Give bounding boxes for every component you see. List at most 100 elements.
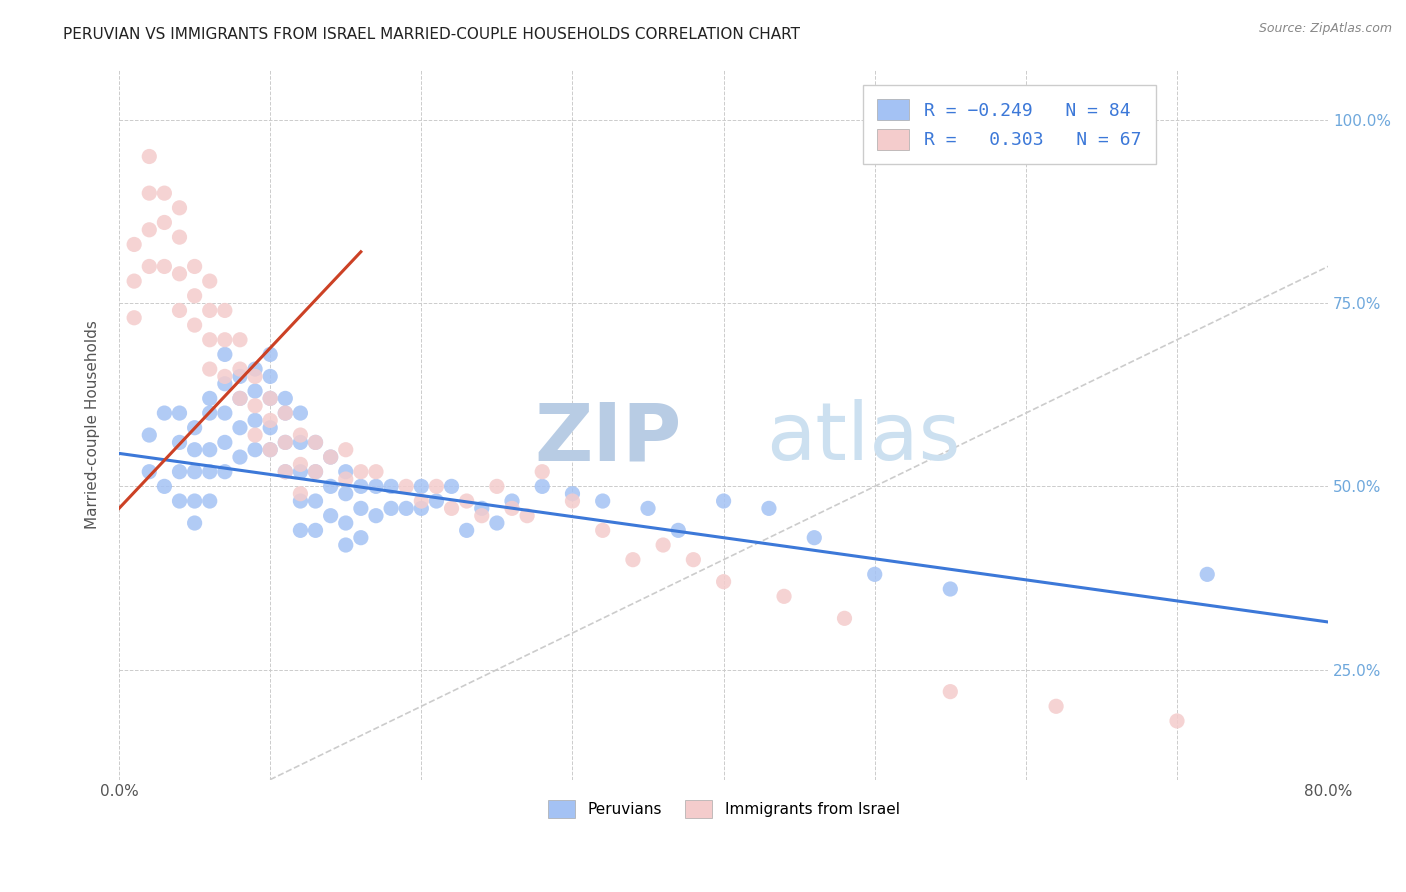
Point — [939, 582, 962, 596]
Point — [214, 376, 236, 391]
Point — [229, 392, 252, 406]
Point — [411, 479, 433, 493]
Point — [304, 435, 326, 450]
Point — [183, 442, 205, 457]
Point — [183, 318, 205, 332]
Point — [169, 406, 191, 420]
Point — [259, 392, 281, 406]
Point — [380, 501, 402, 516]
Point — [666, 524, 689, 538]
Point — [456, 494, 478, 508]
Point — [169, 303, 191, 318]
Point — [198, 362, 221, 376]
Point — [304, 465, 326, 479]
Point — [1045, 699, 1067, 714]
Point — [531, 479, 554, 493]
Point — [304, 494, 326, 508]
Point — [652, 538, 675, 552]
Point — [259, 369, 281, 384]
Point — [198, 333, 221, 347]
Point — [274, 465, 297, 479]
Point — [561, 494, 583, 508]
Point — [350, 479, 373, 493]
Point — [198, 406, 221, 420]
Point — [214, 303, 236, 318]
Point — [592, 494, 614, 508]
Point — [274, 406, 297, 420]
Point — [214, 406, 236, 420]
Point — [214, 465, 236, 479]
Point — [335, 538, 357, 552]
Point — [350, 465, 373, 479]
Point — [153, 406, 176, 420]
Point — [290, 428, 312, 442]
Point — [501, 494, 523, 508]
Point — [773, 590, 796, 604]
Point — [198, 303, 221, 318]
Point — [516, 508, 538, 523]
Point — [169, 494, 191, 508]
Point — [183, 260, 205, 274]
Point — [169, 230, 191, 244]
Point — [350, 531, 373, 545]
Point — [364, 508, 387, 523]
Point — [183, 465, 205, 479]
Point — [364, 465, 387, 479]
Point — [1166, 714, 1188, 728]
Point — [229, 369, 252, 384]
Text: ZIP: ZIP — [534, 400, 682, 477]
Point — [531, 465, 554, 479]
Point — [259, 392, 281, 406]
Point — [621, 552, 644, 566]
Point — [274, 465, 297, 479]
Point — [485, 479, 508, 493]
Point — [122, 310, 145, 325]
Point — [138, 149, 160, 163]
Point — [290, 494, 312, 508]
Point — [138, 260, 160, 274]
Point — [229, 421, 252, 435]
Point — [456, 524, 478, 538]
Point — [153, 479, 176, 493]
Point — [259, 347, 281, 361]
Point — [183, 516, 205, 530]
Point — [153, 186, 176, 201]
Point — [243, 362, 266, 376]
Point — [214, 369, 236, 384]
Point — [243, 369, 266, 384]
Point — [243, 428, 266, 442]
Point — [169, 435, 191, 450]
Point — [274, 435, 297, 450]
Point — [335, 516, 357, 530]
Point — [259, 421, 281, 435]
Point — [183, 289, 205, 303]
Point — [380, 479, 402, 493]
Point — [411, 494, 433, 508]
Point — [183, 494, 205, 508]
Point — [863, 567, 886, 582]
Point — [229, 392, 252, 406]
Point — [153, 215, 176, 229]
Point — [290, 458, 312, 472]
Point — [395, 479, 418, 493]
Point — [501, 501, 523, 516]
Point — [198, 392, 221, 406]
Point — [758, 501, 780, 516]
Point — [1197, 567, 1219, 582]
Point — [440, 501, 463, 516]
Point — [335, 442, 357, 457]
Point — [243, 384, 266, 398]
Point — [122, 237, 145, 252]
Point — [198, 442, 221, 457]
Point — [395, 501, 418, 516]
Text: atlas: atlas — [766, 400, 960, 477]
Point — [243, 442, 266, 457]
Point — [138, 428, 160, 442]
Point — [229, 333, 252, 347]
Point — [637, 501, 659, 516]
Point — [471, 508, 494, 523]
Point — [138, 223, 160, 237]
Point — [274, 392, 297, 406]
Point — [304, 524, 326, 538]
Point — [122, 274, 145, 288]
